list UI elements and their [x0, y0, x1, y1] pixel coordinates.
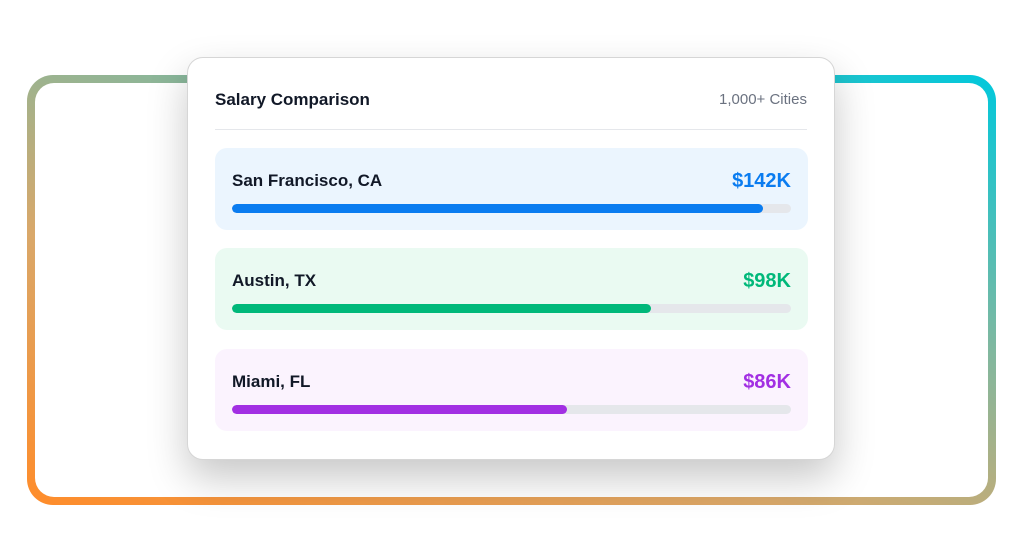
salary-value: $142K	[732, 170, 791, 192]
salary-bar-track	[232, 304, 791, 313]
salary-bar-fill	[232, 204, 764, 213]
salary-value: $86K	[743, 371, 791, 393]
salary-row-miami: Miami, FL $86K	[215, 349, 808, 431]
city-name: Austin, TX	[232, 271, 317, 290]
divider	[215, 129, 807, 130]
salary-bar-track	[232, 204, 791, 213]
salary-bar-track	[232, 405, 791, 414]
salary-comparison-card: Salary Comparison 1,000+ Cities San Fran…	[187, 57, 835, 460]
city-name: Miami, FL	[232, 372, 311, 391]
salary-bar-fill	[232, 304, 652, 313]
cities-count: 1,000+ Cities	[719, 91, 807, 108]
salary-row-austin: Austin, TX $98K	[215, 248, 808, 330]
city-name: San Francisco, CA	[232, 171, 383, 190]
salary-bar-fill	[232, 405, 568, 414]
card-title: Salary Comparison	[215, 90, 370, 109]
salary-row-san-francisco: San Francisco, CA $142K	[215, 148, 808, 230]
salary-value: $98K	[743, 270, 791, 292]
